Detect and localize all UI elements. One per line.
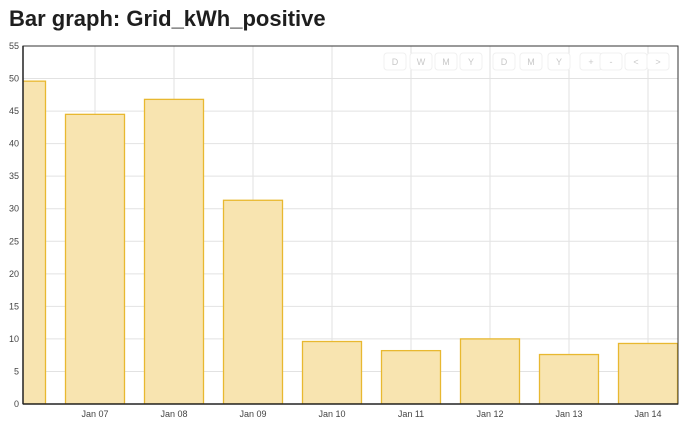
toolbar-button xyxy=(383,52,407,71)
chart-tick-labels: 0 5 10 15 20 25 30 35 40 45 50 55 Jan 07 Jan 08 Jan 09… xyxy=(9,41,662,419)
toolbar-button-label: D xyxy=(501,57,508,67)
x-tick-label: Jan 13 xyxy=(555,409,582,419)
page-title: Bar graph: Grid_kWh_positive xyxy=(9,6,326,31)
y-tick-label: 20 xyxy=(9,269,19,279)
y-tick-label: 50 xyxy=(9,74,19,84)
toolbar-button-label: < xyxy=(633,57,638,67)
bar xyxy=(538,353,600,404)
toolbar-button-label: M xyxy=(442,57,450,67)
toolbar-button xyxy=(599,52,623,71)
bar xyxy=(617,342,678,404)
toolbar-button xyxy=(547,52,571,71)
toolbar-button xyxy=(519,52,543,71)
x-tick-label: Jan 12 xyxy=(476,409,503,419)
y-tick-label: 40 xyxy=(9,139,19,149)
toolbar-button-label: D xyxy=(392,57,399,67)
y-tick-label: 25 xyxy=(9,236,19,246)
toolbar-button xyxy=(459,52,483,71)
bar xyxy=(380,349,442,404)
x-tick-label: Jan 08 xyxy=(160,409,187,419)
y-tick-label: 0 xyxy=(14,399,19,409)
x-tick-label: Jan 10 xyxy=(318,409,345,419)
toolbar-button xyxy=(434,52,458,71)
x-tick-label: Jan 07 xyxy=(81,409,108,419)
chart-toolbar: D W M Y D M Y + - < > xyxy=(383,52,670,71)
toolbar-button xyxy=(492,52,516,71)
bar xyxy=(222,199,284,404)
y-tick-label: 35 xyxy=(9,171,19,181)
chart-bars xyxy=(23,80,678,404)
y-tick-label: 10 xyxy=(9,334,19,344)
toolbar-button-label: W xyxy=(417,57,426,67)
x-tick-label: Jan 11 xyxy=(398,409,424,419)
x-tick-label: Jan 14 xyxy=(634,409,661,419)
chart-axes xyxy=(22,45,679,405)
y-tick-label: 55 xyxy=(9,41,19,51)
bar xyxy=(23,80,47,404)
toolbar-button-label: Y xyxy=(468,57,474,67)
toolbar-button-label: M xyxy=(527,57,535,67)
y-tick-label: 15 xyxy=(9,301,19,311)
bar xyxy=(64,113,126,404)
toolbar-button xyxy=(646,52,670,71)
y-tick-label: 30 xyxy=(9,204,19,214)
toolbar-button-label: - xyxy=(610,57,613,67)
x-tick-label: Jan 09 xyxy=(239,409,266,419)
toolbar-button xyxy=(409,52,433,71)
bar xyxy=(301,340,363,404)
bar xyxy=(143,98,205,404)
toolbar-button-label: > xyxy=(655,57,660,67)
bar xyxy=(459,338,521,404)
y-tick-label: 5 xyxy=(14,366,19,376)
y-tick-label: 45 xyxy=(9,106,19,116)
toolbar-button-label: + xyxy=(588,57,593,67)
toolbar-button-label: Y xyxy=(556,57,562,67)
